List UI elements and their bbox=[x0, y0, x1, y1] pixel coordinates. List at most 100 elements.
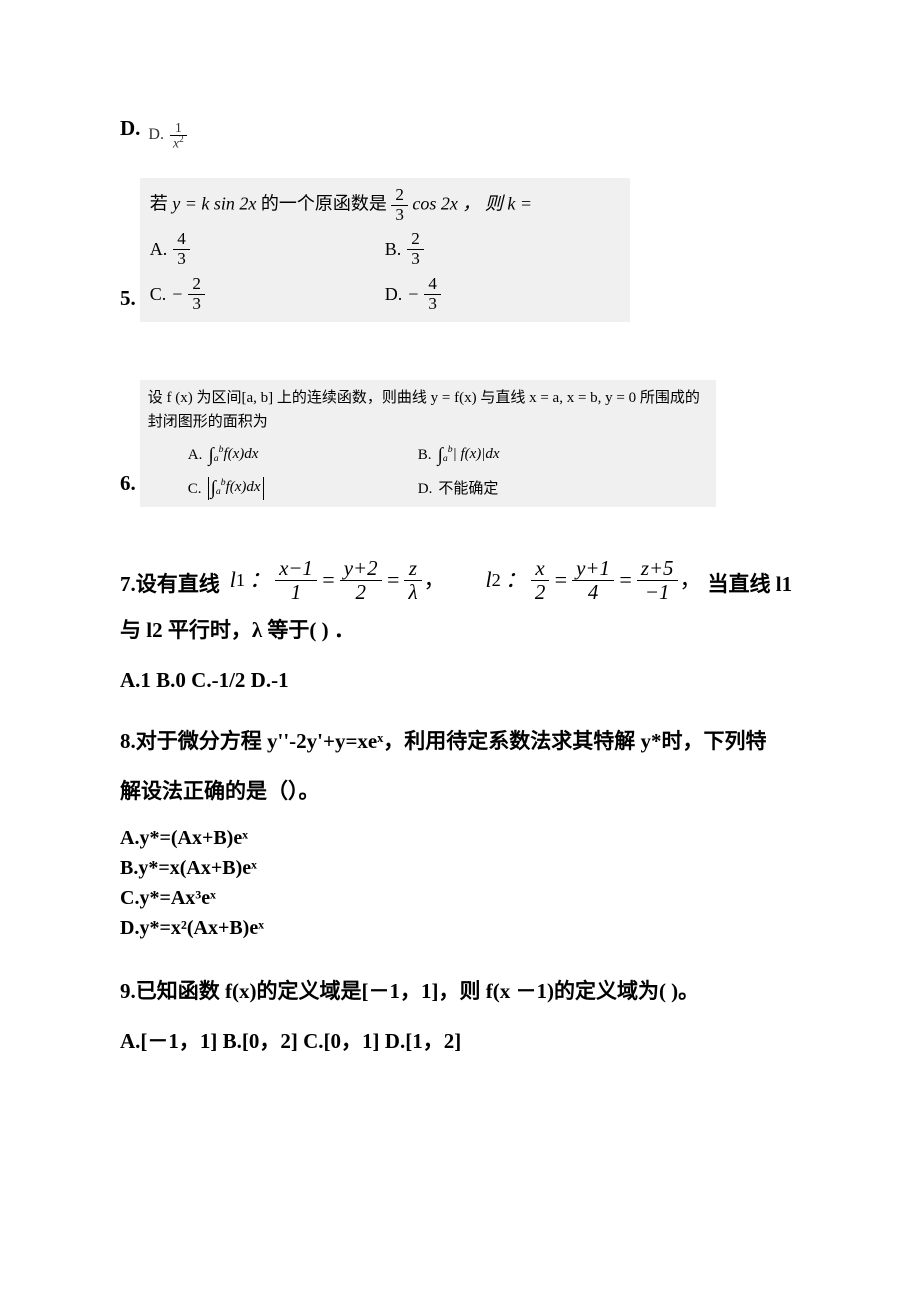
q6-opt-b: B. ∫ab| f(x)|dx bbox=[418, 440, 708, 471]
q6-b-expr: ∫ab| f(x)|dx bbox=[438, 440, 500, 471]
q7-line2: 与 l2 平行时，λ 等于( ) ． bbox=[120, 612, 800, 650]
q7-l1-f3: zλ bbox=[404, 557, 421, 604]
q8-stem-line1: 8.对于微分方程 y''-2y'+y=xeˣ，利用待定系数法求其特解 y*时，下… bbox=[120, 723, 800, 761]
q4-fraction: 1 x2 bbox=[170, 121, 187, 150]
q7-l1-f1: x−11 bbox=[275, 557, 317, 604]
q5-d-num: 4 bbox=[424, 275, 441, 295]
q6-stem-line1: 设 f (x) 为区间[a, b] 上的连续函数，则曲线 y = f(x) 与直… bbox=[148, 386, 708, 410]
q7-lead: 设有直线 bbox=[136, 566, 220, 604]
q5-c-den: 3 bbox=[188, 295, 205, 314]
q5-image-block: 若 y = k sin 2x 的一个原函数是 2 3 cos 2x ， 则 k … bbox=[140, 178, 630, 322]
q5-opt-b-frac: 2 3 bbox=[407, 230, 424, 269]
q7-colon1: ： bbox=[245, 560, 275, 600]
q5-opt-d-label: D. bbox=[385, 278, 403, 310]
q6-b-label: B. bbox=[418, 443, 432, 467]
q5-opt-a-label: A. bbox=[150, 233, 168, 265]
q7-l1-f1d: 1 bbox=[275, 581, 317, 604]
q5-opt-d-sign: − bbox=[408, 278, 418, 310]
q7-l1-f3d: λ bbox=[404, 581, 421, 604]
q5-opt-c-label: C. bbox=[150, 278, 167, 310]
q9-options: A.[－1，1] B.[0，2] C.[0，1] D.[1，2] bbox=[120, 1023, 800, 1061]
q8-block: 8.对于微分方程 y''-2y'+y=xeˣ，利用待定系数法求其特解 y*时，下… bbox=[120, 723, 800, 943]
q7-l2-f3: z+5−1 bbox=[637, 557, 678, 604]
q5-stem-eq1: y = k sin 2x bbox=[172, 193, 256, 213]
q5-stem-pre: 若 bbox=[150, 193, 173, 213]
q5-opt-a-frac: 4 3 bbox=[173, 230, 190, 269]
q7-l2-sub: 2 bbox=[492, 564, 501, 597]
q6-a-body: f(x)dx bbox=[223, 446, 258, 462]
q7-line1: 7. 设有直线 l1 ： x−11 = y+22 = zλ ， l2 ： x2 … bbox=[120, 557, 800, 604]
q8-opt-a: A.y*=(Ax+B)eˣ bbox=[120, 823, 800, 853]
q5-c-num: 2 bbox=[188, 275, 205, 295]
q6-a-expr: ∫abf(x)dx bbox=[208, 440, 258, 471]
q7-l1-f1n: x−1 bbox=[275, 557, 317, 581]
q5-a-num: 4 bbox=[173, 230, 190, 250]
page-root: D. D. 1 x2 5. 若 y = k sin 2x 的一个原函数是 2 3 bbox=[0, 0, 920, 1145]
q9-block: 9.已知函数 f(x)的定义域是[－1，1]，则 f(x －1)的定义域为( )… bbox=[120, 973, 800, 1061]
q7-number: 7. bbox=[120, 566, 136, 604]
q4-inner: D. 1 x2 bbox=[148, 121, 186, 150]
q7-l2-f3n: z+5 bbox=[637, 557, 678, 581]
q7-trail1: 当直线 l1 bbox=[708, 566, 793, 604]
q5-opt-c: C. − 2 3 bbox=[150, 275, 385, 314]
q6-c-expr: ∫abf(x)dx bbox=[208, 477, 264, 500]
q5-opt-d-frac: 4 3 bbox=[424, 275, 441, 314]
q7-l1-f2n: y+2 bbox=[340, 557, 382, 581]
eq-sign: = bbox=[614, 560, 637, 600]
q5-b-num: 2 bbox=[407, 230, 424, 250]
eq-sign: = bbox=[382, 560, 405, 600]
q8-options: A.y*=(Ax+B)eˣ B.y*=x(Ax+B)eˣ C.y*=Ax³eˣ … bbox=[120, 823, 800, 943]
eq-sign: = bbox=[549, 560, 572, 600]
q4-frac-den-exp: 2 bbox=[179, 135, 184, 145]
q7-comma1: ， bbox=[422, 560, 448, 600]
q5-stem-frac-num: 2 bbox=[391, 186, 408, 206]
q5-stem-mid: 的一个原函数是 bbox=[261, 193, 387, 213]
q6-d-label: D. bbox=[418, 477, 433, 501]
q6-opt-d: D. 不能确定 bbox=[418, 477, 708, 501]
q7-l1-sub: 1 bbox=[236, 564, 245, 597]
q5-row: 5. 若 y = k sin 2x 的一个原函数是 2 3 cos 2x ， 则… bbox=[120, 178, 800, 322]
q6-image-block: 设 f (x) 为区间[a, b] 上的连续函数，则曲线 y = f(x) 与直… bbox=[140, 380, 716, 507]
q5-opt-d: D. − 4 3 bbox=[385, 275, 620, 314]
q7-l2-f3d: −1 bbox=[637, 581, 678, 604]
q8-opt-c: C.y*=Ax³eˣ bbox=[120, 883, 800, 913]
eq-sign: = bbox=[317, 560, 340, 600]
q7-l2-f2: y+14 bbox=[572, 557, 614, 604]
spacer bbox=[120, 362, 800, 380]
q6-b-body: | f(x)|dx bbox=[453, 446, 500, 462]
q5-a-den: 3 bbox=[173, 250, 190, 269]
q4-option-d-row: D. D. 1 x2 bbox=[120, 110, 800, 150]
q5-number: 5. bbox=[120, 280, 140, 322]
q6-a-label: A. bbox=[188, 443, 203, 467]
q4-frac-num: 1 bbox=[170, 121, 187, 136]
q6-stem-line2: 封闭图形的面积为 bbox=[148, 410, 708, 434]
q9-stem: 9.已知函数 f(x)的定义域是[－1，1]，则 f(x －1)的定义域为( )… bbox=[120, 973, 800, 1011]
q7-l2-f1n: x bbox=[531, 557, 549, 581]
q7-l2-f1d: 2 bbox=[531, 581, 549, 604]
q7-l2-f1: x2 bbox=[531, 557, 549, 604]
q5-opt-c-sign: − bbox=[172, 278, 182, 310]
q5-stem-frac-den: 3 bbox=[391, 206, 408, 225]
q8-opt-b: B.y*=x(Ax+B)eˣ bbox=[120, 853, 800, 883]
q7-block: 7. 设有直线 l1 ： x−11 = y+22 = zλ ， l2 ： x2 … bbox=[120, 557, 800, 700]
q6-opt-c: C. ∫abf(x)dx bbox=[188, 477, 418, 501]
q5-d-den: 3 bbox=[424, 295, 441, 314]
q4-inner-label: D. bbox=[148, 121, 164, 150]
q7-l2: l2 ： x2 = y+14 = z+5−1 ， bbox=[482, 557, 708, 604]
q5-stem-frac: 2 3 bbox=[391, 186, 408, 225]
q4-outer-label: D. bbox=[120, 110, 148, 150]
q7-comma2: ， bbox=[678, 560, 704, 600]
q7-options: A.1 B.0 C.-1/2 D.-1 bbox=[120, 662, 800, 700]
q5-opt-c-frac: 2 3 bbox=[188, 275, 205, 314]
q7-l1-f2d: 2 bbox=[340, 581, 382, 604]
q5-options: A. 4 3 B. 2 3 C. − bbox=[150, 230, 620, 313]
q7-l2-f2d: 4 bbox=[572, 581, 614, 604]
q5-b-den: 3 bbox=[407, 250, 424, 269]
q6-d-text: 不能确定 bbox=[438, 477, 498, 501]
q6-c-body: f(x)dx bbox=[226, 479, 261, 495]
q5-opt-b: B. 2 3 bbox=[385, 230, 620, 269]
q6-c-label: C. bbox=[188, 477, 202, 501]
q7-l2-f2n: y+1 bbox=[572, 557, 614, 581]
q7-l1-f2: y+22 bbox=[340, 557, 382, 604]
q5-opt-a: A. 4 3 bbox=[150, 230, 385, 269]
